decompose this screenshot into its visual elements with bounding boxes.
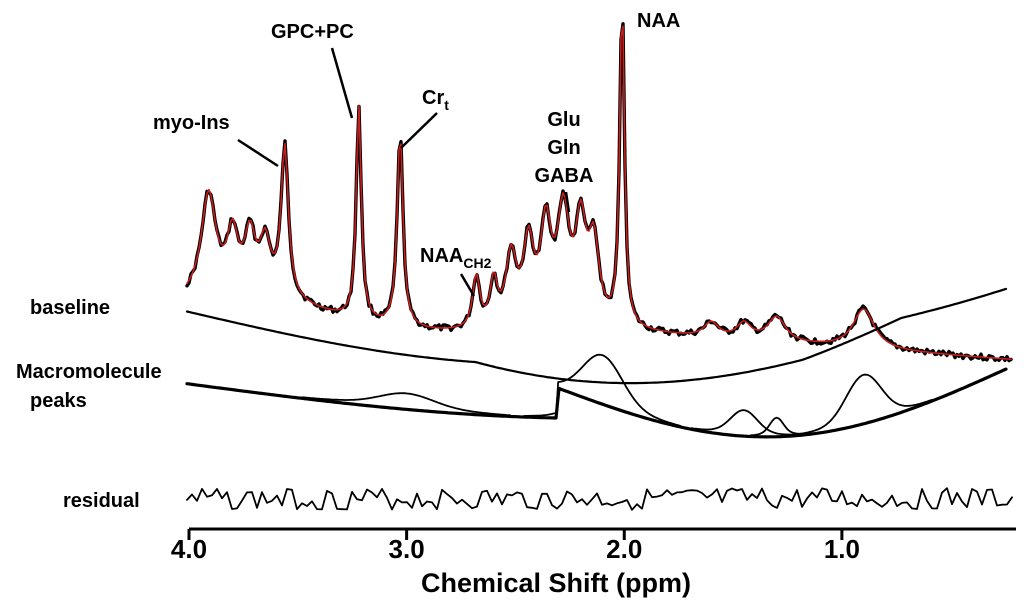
- macromolecule-peak: [301, 392, 512, 417]
- x-tick-label: 3.0: [389, 534, 425, 564]
- residual-label: residual: [63, 490, 140, 512]
- macromolecule-peak: [793, 373, 933, 436]
- x-axis-title: Chemical Shift (ppm): [421, 568, 691, 598]
- x-tick-label: 2.0: [606, 534, 642, 564]
- baseline-curve: [185, 287, 1008, 385]
- peak-label-glu: Glu: [547, 109, 580, 131]
- macromolecule-label-line2: peaks: [30, 390, 87, 412]
- macromolecule-peak: [523, 353, 682, 427]
- peak-annotations: myo-Ins GPC+PC Crt NAACH2 Glu Gln GABA N…: [153, 10, 680, 297]
- peak-label-cr: Crt: [422, 87, 449, 113]
- macromolecule-peak: [690, 409, 797, 436]
- peak-label-gaba: GABA: [535, 165, 594, 187]
- peak-label-naa-ch2: NAACH2: [420, 245, 492, 271]
- macromolecule-envelope: [185, 367, 1008, 439]
- cr-subscript: t: [444, 97, 449, 113]
- x-axis-ticks: 4.0 3.0 2.0 1.0: [171, 529, 860, 564]
- peak-label-naa: NAA: [637, 10, 680, 32]
- macromolecule-peak: [749, 416, 804, 437]
- leader-gpc-pc: [330, 47, 354, 119]
- leader-glu-gln-gaba: [564, 191, 571, 213]
- leader-cr: [400, 112, 438, 149]
- traces-group: [185, 22, 1013, 511]
- peak-label-gln: Gln: [547, 137, 580, 159]
- macromolecule-label-line1: Macromolecule: [16, 361, 162, 383]
- residual-line: [186, 487, 1013, 511]
- x-tick-label: 1.0: [824, 534, 860, 564]
- spectrum-fit-line: [186, 25, 1012, 361]
- peak-label-gpc-pc: GPC+PC: [271, 21, 354, 43]
- spectrum-data-line: [185, 22, 1013, 363]
- naa-ch2-subscript: CH2: [463, 255, 491, 271]
- baseline-label: baseline: [30, 297, 110, 319]
- peak-label-myo-ins: myo-Ins: [153, 112, 230, 134]
- leader-naa-ch2: [459, 273, 476, 297]
- leader-myo-ins: [237, 138, 279, 168]
- x-tick-label: 4.0: [171, 534, 207, 564]
